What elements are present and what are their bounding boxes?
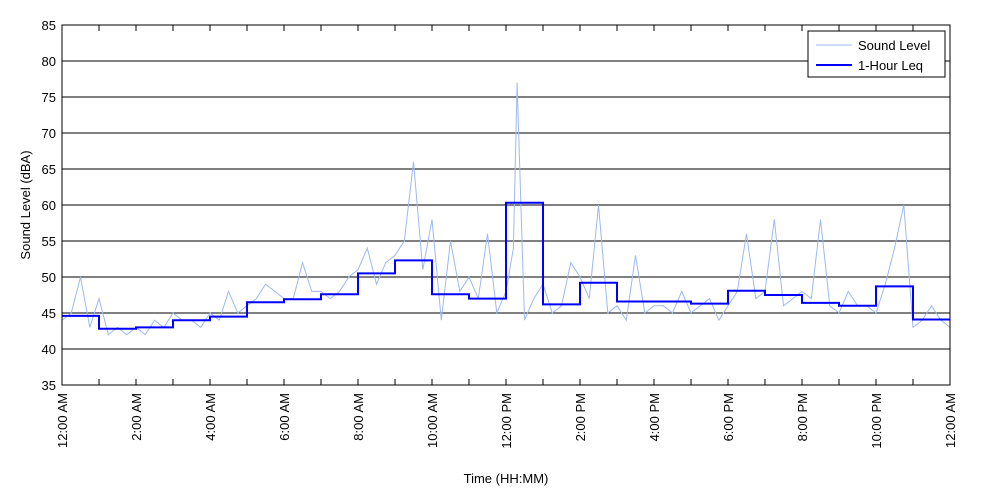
x-tick-label: 10:00 PM (869, 393, 884, 449)
x-axis-label: Time (HH:MM) (464, 471, 549, 486)
legend-box (807, 30, 946, 78)
x-tick-label: 4:00 AM (203, 393, 218, 441)
y-tick-label: 70 (42, 126, 56, 141)
series-1-hour-leq (62, 201, 950, 330)
x-tick-label: 8:00 PM (795, 393, 810, 441)
y-tick-label: 60 (42, 198, 56, 213)
x-tick-label: 8:00 AM (351, 393, 366, 441)
y-tick-label: 35 (42, 378, 56, 393)
x-tick-label: 2:00 AM (129, 393, 144, 441)
legend-label-sound-level: Sound Level (858, 38, 930, 53)
y-tick-label: 50 (42, 270, 56, 285)
series-sound-level (61, 82, 951, 336)
axis-ticks: 35 40 45 50 55 60 65 70 75 80 85 12:00 AM 2:00 AM 4:0… (42, 18, 958, 449)
x-tick-label: 2:00 PM (573, 393, 588, 441)
x-tick-label: 12:00 PM (499, 393, 514, 449)
plot-series (61, 82, 951, 336)
y-tick-label: 45 (42, 306, 56, 321)
x-tick-label: 12:00 AM (55, 393, 70, 448)
y-tick-label: 75 (42, 90, 56, 105)
x-tick-label: 12:00 AM (943, 393, 958, 448)
legend-label-leq: 1-Hour Leq (858, 58, 923, 73)
y-tick-label: 55 (42, 234, 56, 249)
y-tick-label: 65 (42, 162, 56, 177)
y-axis-label: Sound Level (dBA) (18, 150, 33, 259)
x-tick-label: 6:00 PM (721, 393, 736, 441)
y-tick-label: 40 (42, 342, 56, 357)
x-tick-label: 6:00 AM (277, 393, 292, 441)
x-tick-label: 10:00 AM (425, 393, 440, 448)
legend: Sound Level 1-Hour Leq (807, 30, 946, 78)
y-tick-label: 85 (42, 18, 56, 33)
y-tick-label: 80 (42, 54, 56, 69)
x-tick-label: 4:00 PM (647, 393, 662, 441)
